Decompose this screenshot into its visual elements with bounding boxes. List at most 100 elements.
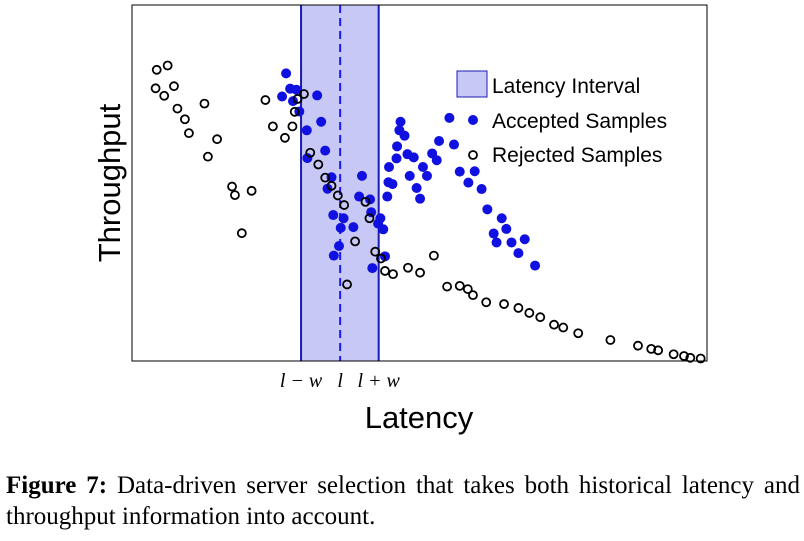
legend-rejected-marker <box>468 150 478 160</box>
rejected-sample-point <box>280 132 290 143</box>
accepted-sample-point <box>316 116 327 127</box>
x-tick-labels: l − w l l + w <box>280 370 401 392</box>
rejected-sample-point <box>376 253 386 264</box>
accepted-sample-point <box>378 224 389 235</box>
rejected-sample-point <box>246 185 257 196</box>
rejected-sample-point <box>468 290 478 301</box>
rejected-sample-point <box>320 172 331 183</box>
accepted-sample-point <box>391 153 402 164</box>
plot-frame <box>131 4 708 362</box>
figure-caption: Figure 7: Data-driven server selection t… <box>6 470 800 532</box>
rejected-sample-point <box>305 147 316 158</box>
rejected-sample-point <box>287 121 298 132</box>
accepted-sample-point <box>411 182 422 193</box>
y-axis-label: Throughput <box>92 103 127 262</box>
rejected-sample-point <box>342 279 352 290</box>
rejected-sample-point <box>462 284 473 294</box>
rejected-sample-point <box>679 351 689 361</box>
rejected-sample-point <box>212 134 223 145</box>
legend-interval-label: Latency Interval <box>492 75 640 98</box>
x-tick-label-upper: l + w <box>357 370 400 392</box>
plot-background <box>132 5 707 361</box>
legend-accepted-marker <box>468 115 478 125</box>
rejected-sample-point <box>313 159 324 170</box>
rejected-sample-point <box>230 190 240 201</box>
rejected-sample-point <box>388 269 398 280</box>
rejected-sample-point <box>633 340 643 351</box>
accepted-sample-point <box>417 161 428 172</box>
x-tick-label-lower: l − w <box>280 370 323 392</box>
rejected-sample-point <box>299 89 309 99</box>
accepted-sample-point <box>399 130 410 141</box>
rejected-sample-point <box>360 196 371 207</box>
accepted-sample-point <box>281 68 292 79</box>
accepted-sample-point <box>395 116 406 127</box>
rejected-sample-point <box>172 103 183 114</box>
accepted-sample-point <box>506 237 517 248</box>
figure-caption-text: Data-driven server selection that takes … <box>6 472 800 530</box>
latency-interval <box>300 5 380 361</box>
legend-accepted-label: Accepted Samples <box>492 110 667 133</box>
accepted-sample-point <box>513 248 524 259</box>
rejected-sample-point <box>454 280 465 291</box>
rejected-sample-point <box>695 353 706 364</box>
accepted-sample-point <box>476 184 487 195</box>
accepted-sample-point <box>367 263 378 274</box>
accepted-sample-point <box>421 170 432 181</box>
rejected-sample-point <box>159 90 170 101</box>
x-axis-label: Latency <box>365 400 474 435</box>
x-tick-label-center: l <box>337 370 343 392</box>
rejected-sample-point <box>179 114 190 125</box>
accepted-sample-point <box>434 135 445 146</box>
rejected-sample-point <box>685 352 696 363</box>
rejected-sample-point <box>199 98 210 109</box>
accepted-sample-point <box>328 210 339 221</box>
accepted-sample-point <box>312 90 323 101</box>
accepted-sample-point <box>469 166 480 177</box>
accepted-sample-point <box>365 194 376 205</box>
figure-label: Figure 7: <box>6 472 108 499</box>
accepted-sample-point <box>322 183 333 194</box>
legend-rejected-label: Rejected Samples <box>492 144 662 167</box>
rejected-sample-point <box>202 151 213 162</box>
rejected-sample-point <box>184 128 194 139</box>
accepted-sample-point <box>488 228 499 239</box>
accepted-sample-point <box>530 260 541 271</box>
accepted-sample-point <box>449 139 459 150</box>
rejected-sample-point <box>227 181 237 192</box>
accepted-sample-point <box>348 222 359 233</box>
accepted-sample-point <box>320 145 331 156</box>
rejected-sample-point <box>267 121 278 132</box>
rejected-sample-point <box>549 319 559 330</box>
rejected-sample-point <box>162 60 173 71</box>
accepted-sample-point <box>335 222 346 233</box>
rejected-sample-point <box>415 267 425 278</box>
accepted-sample-point <box>288 96 298 107</box>
rejected-sample-point <box>380 266 390 276</box>
rejected-sample-point <box>292 94 303 104</box>
accepted-sample-point <box>334 241 344 252</box>
rejected-sample-point <box>260 95 271 105</box>
accepted-sample-point <box>501 223 512 234</box>
rejected-sample-point <box>513 303 524 313</box>
rejected-sample-point <box>403 262 413 273</box>
rejected-sample-point <box>289 106 300 117</box>
rejected-sample-point <box>169 81 179 92</box>
accepted-sample-point <box>375 213 386 224</box>
accepted-sample-point <box>496 213 507 224</box>
accepted-sample-point <box>291 84 302 95</box>
rejected-sample-point <box>350 236 361 247</box>
accepted-sample-point <box>482 204 493 215</box>
accepted-sample-point <box>382 191 393 202</box>
rejected-sample-point <box>524 308 535 318</box>
rejected-sample-point <box>339 200 350 210</box>
rejected-sample-point <box>605 335 616 345</box>
legend-interval-swatch <box>456 70 488 98</box>
accepted-sample-point <box>444 112 455 123</box>
scatter-chart: l − w l l + w Latency Throughput Latency I… <box>92 4 708 435</box>
rejected-sample-point <box>573 328 584 339</box>
accepted-sample-point <box>301 125 312 136</box>
accepted-sample-point <box>519 234 530 245</box>
rejected-sample-point <box>236 228 247 239</box>
rejected-sample-point <box>332 190 343 201</box>
